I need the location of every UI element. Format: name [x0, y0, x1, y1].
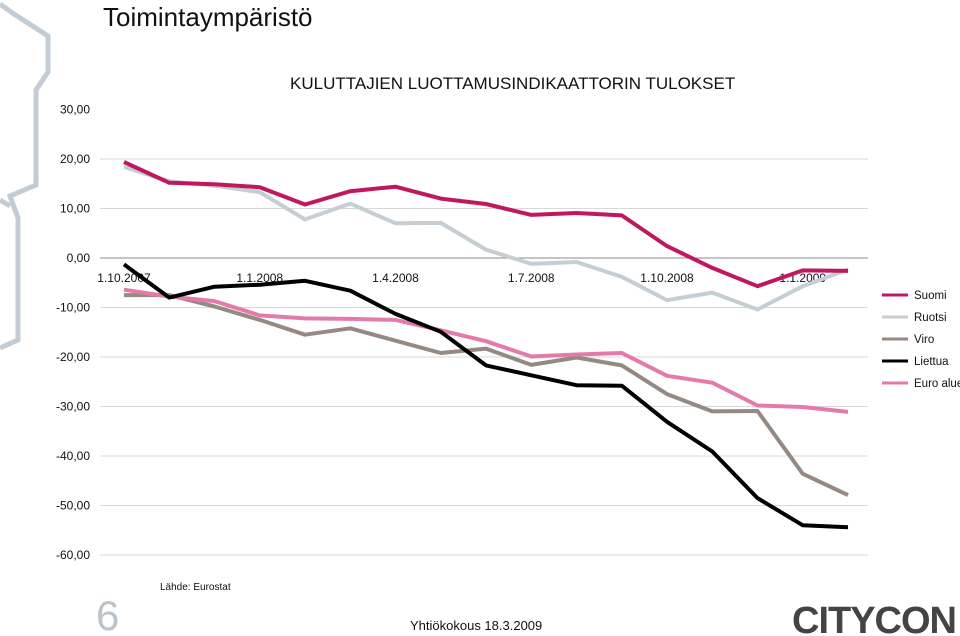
y-tick-label: 20,00: [60, 152, 90, 166]
footer-text: Yhtiökokous 18.3.2009: [410, 618, 543, 633]
series-line-viro: [124, 293, 849, 497]
series-line-liettua: [122, 262, 849, 530]
legend: Suomi Ruotsi Viro Liettua Euro alue: [882, 290, 960, 390]
y-tick-label: -60,00: [56, 548, 90, 562]
y-tick-label: 10,00: [60, 202, 90, 216]
legend-label: Liettua: [914, 356, 949, 368]
source-note: Lähde: Eurostat: [160, 582, 231, 593]
legend-label: Suomi: [914, 290, 947, 302]
series-line-suomi: [123, 160, 849, 289]
x-tick-label: 1.7.2008: [508, 271, 555, 285]
y-tick-label: 0,00: [67, 251, 91, 265]
x-tick-label: 1.10.2008: [640, 271, 694, 285]
y-tick-label: -40,00: [56, 449, 90, 463]
x-axis: 1.10.2007 1.1.2008 1.4.2008 1.7.2008 1.10.20…: [97, 257, 868, 285]
chart-title: KULUTTAJIEN LUOTTAMUSINDIKAATTORIN TULOK…: [290, 74, 736, 93]
series-lines: [122, 160, 849, 530]
slide-title: Toimintaympäristö: [103, 2, 313, 32]
y-tick-label: -50,00: [56, 499, 90, 513]
page-number: 6: [96, 592, 120, 636]
citycon-logo: CITYCON: [792, 600, 957, 636]
x-tick-label: 1.1.2008: [236, 271, 283, 285]
y-tick-label: -30,00: [56, 400, 90, 414]
legend-label: Viro: [914, 334, 934, 346]
gridlines: [100, 158, 868, 556]
y-tick-label: -20,00: [56, 350, 90, 364]
y-axis: 30,00 20,00 10,00 0,00 -10,00 -20,00 -30,00 -40…: [56, 103, 90, 563]
line-chart: 30,00 20,00 10,00 0,00 -10,00 -20,00 -30,00 -40…: [56, 103, 960, 563]
legend-label: Euro alue: [914, 378, 960, 390]
series-line-ruotsi: [123, 164, 849, 312]
x-tick-label: 1.4.2008: [372, 271, 419, 285]
y-tick-label: -10,00: [56, 301, 90, 315]
y-tick-label: 30,00: [60, 103, 90, 117]
series-line-euro-alue: [123, 287, 849, 414]
legend-label: Ruotsi: [914, 312, 947, 324]
